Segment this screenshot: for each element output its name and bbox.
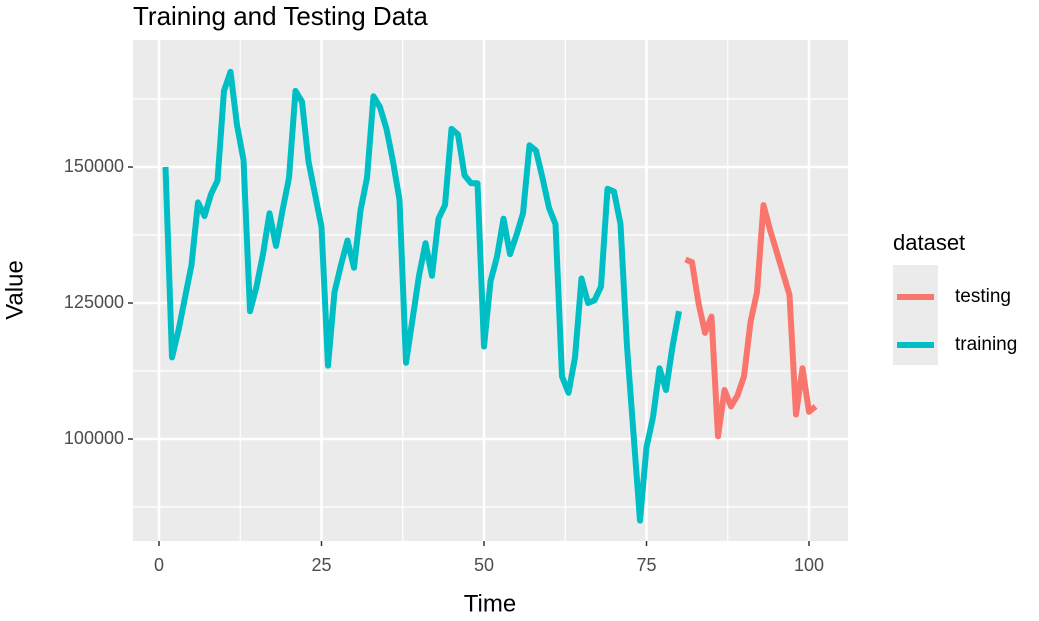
axes: 0 25 50 75 100 100000 125000 150000 <box>64 156 824 575</box>
x-tick-label: 50 <box>474 555 494 575</box>
legend-key-background <box>893 265 938 365</box>
y-axis-label: Value <box>1 260 28 320</box>
y-tick-label: 150000 <box>64 156 124 176</box>
x-tick-label: 75 <box>636 555 656 575</box>
legend-label: testing <box>955 286 1011 307</box>
lines <box>162 68 818 524</box>
legend: dataset testing training <box>893 230 1017 365</box>
series-line <box>684 202 818 440</box>
series-line <box>162 68 682 524</box>
y-tick-label: 100000 <box>64 428 124 448</box>
x-tick-label: 0 <box>154 555 164 575</box>
x-axis-label: Time <box>464 590 516 617</box>
x-tick-label: 100 <box>794 555 824 575</box>
x-tick-label: 25 <box>311 555 331 575</box>
y-tick-label: 125000 <box>64 292 124 312</box>
chart-title: Training and Testing Data <box>133 1 428 31</box>
legend-title: dataset <box>893 230 965 255</box>
legend-label: training <box>955 334 1017 355</box>
